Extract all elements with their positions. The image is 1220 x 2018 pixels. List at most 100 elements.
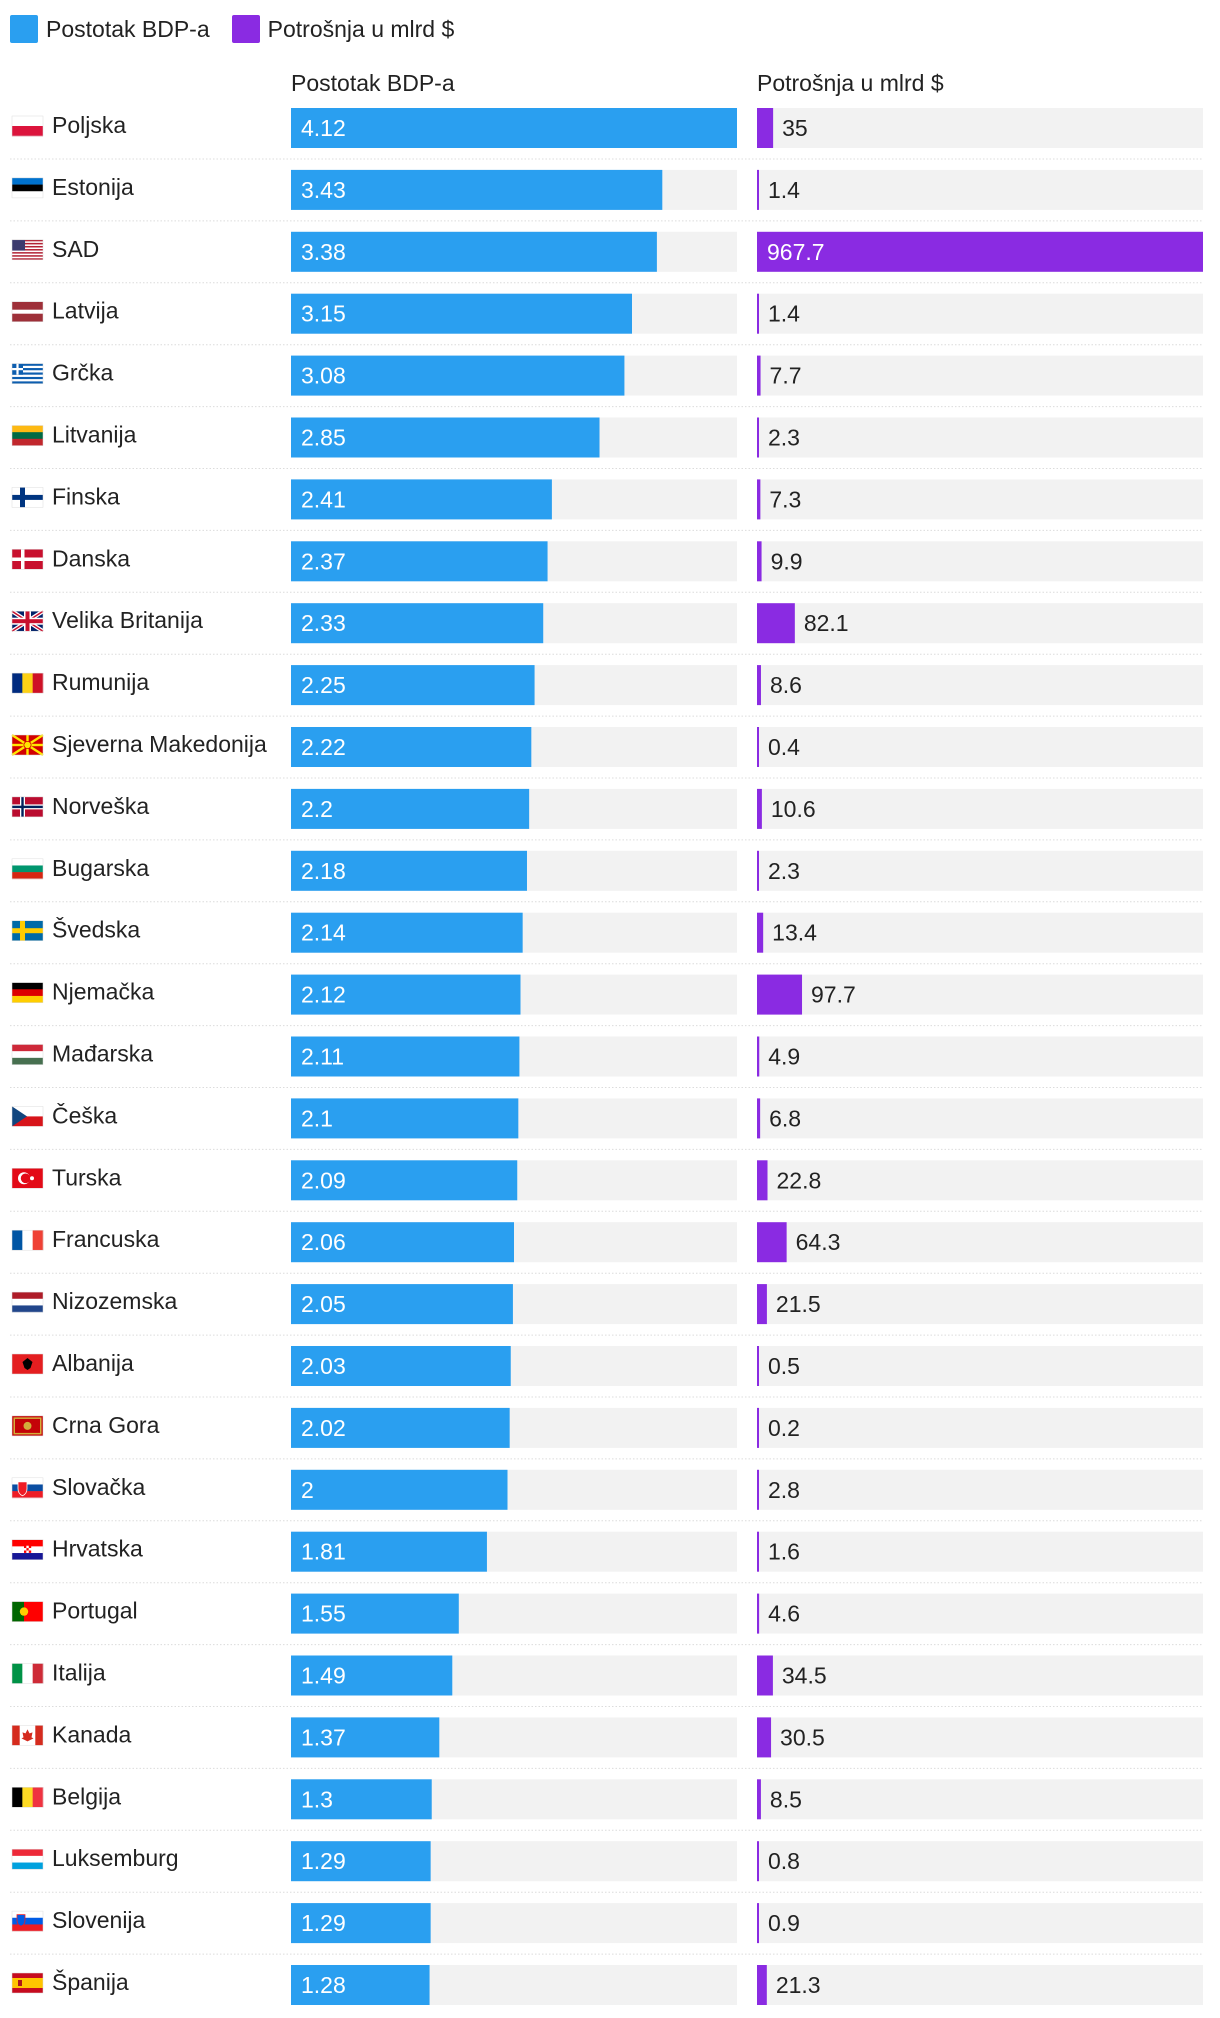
- flag-border: [11, 610, 44, 632]
- spending-bar: [757, 1531, 759, 1572]
- flag-part: [12, 995, 43, 1003]
- flag-part: [12, 982, 43, 990]
- flag-part: [35, 1725, 43, 1746]
- chart-row: Portugal 1.55 4.6: [10, 1593, 1203, 1646]
- spending-bar: [757, 1160, 768, 1201]
- it-flag-icon: [11, 1663, 44, 1684]
- chart-row: Francuska 2.06 64.3: [10, 1222, 1203, 1274]
- spending-bar: [757, 1036, 760, 1077]
- spending-value-label: 21.5: [776, 1291, 821, 1317]
- gdp-value-label: 2.06: [301, 1229, 346, 1255]
- de-flag-icon: [11, 982, 44, 1003]
- flag-part: [12, 1477, 43, 1485]
- spending-bar: [757, 1407, 759, 1448]
- gdp-value-label: 2.33: [301, 610, 346, 636]
- spending-bar: [757, 1655, 773, 1696]
- pt-flag-icon: [11, 1601, 44, 1622]
- spending-value-label: 22.8: [777, 1167, 822, 1193]
- gdp-bar: [291, 479, 552, 520]
- spending-value-label: 2.8: [768, 1477, 800, 1503]
- flag-part: [12, 1862, 43, 1870]
- gdp-value-label: 2.02: [301, 1415, 346, 1441]
- spending-value-label: 1.4: [768, 177, 800, 203]
- flag-border: [11, 1601, 44, 1622]
- chart-row: Albanija 2.03 0.5: [10, 1346, 1203, 1398]
- chart-row: Norveška 2.2 10.6: [10, 788, 1203, 841]
- country-label: Češka: [52, 1101, 117, 1128]
- flag-border: [11, 672, 44, 694]
- chart-row: Finska 2.41 7.3: [10, 479, 1203, 531]
- country-label: Njemačka: [52, 979, 154, 1005]
- country-label: Velika Britanija: [52, 607, 203, 633]
- flag-part: [17, 1481, 28, 1497]
- flag-part: [12, 928, 43, 934]
- gdp-value-label: 1.49: [301, 1663, 346, 1689]
- gdp-value-label: 1.3: [301, 1786, 333, 1812]
- spending-track: [757, 293, 1203, 334]
- gdp-value-label: 2.11: [301, 1044, 344, 1070]
- country-label: Slovačka: [52, 1474, 146, 1500]
- spending-value-label: 64.3: [796, 1229, 841, 1255]
- flag-border: [11, 1725, 44, 1746]
- column-header-spending: Potrošnja u mlrd $: [757, 70, 944, 96]
- flag-part: [12, 191, 43, 199]
- gdp-value-label: 2.03: [301, 1353, 346, 1379]
- lv-flag-icon: [11, 301, 44, 322]
- gdp-bar: [291, 293, 632, 334]
- flag-part: [12, 1298, 43, 1306]
- spending-value-label: 4.6: [768, 1601, 800, 1627]
- spending-bar: [757, 1222, 787, 1263]
- flag-part: [12, 805, 43, 809]
- flag-part: [12, 1725, 20, 1746]
- flag-part: [12, 250, 43, 253]
- flag-part: [12, 1663, 23, 1684]
- flag-part: [22, 1358, 33, 1370]
- spending-value-label: 2.3: [768, 425, 800, 451]
- spending-bar: [757, 1098, 761, 1139]
- flag-part: [12, 858, 43, 866]
- flag-border: [11, 982, 44, 1003]
- spending-track: [757, 912, 1203, 953]
- spending-track: [757, 1284, 1203, 1325]
- country-label: Litvanija: [52, 422, 137, 448]
- gdp-bar: [291, 541, 548, 582]
- chart-row: Sjeverna Makedonija 2.22 0.4: [10, 727, 1203, 779]
- spending-value-label: 8.6: [770, 672, 802, 698]
- gdp-bar: [291, 1036, 520, 1077]
- flag-part: [19, 1607, 29, 1616]
- spending-track: [757, 850, 1203, 891]
- spending-bar: [757, 912, 764, 953]
- gdp-value-label: 2.85: [301, 425, 346, 451]
- spending-track: [757, 1717, 1203, 1758]
- country-label: Portugal: [52, 1598, 138, 1624]
- spending-value-label: 21.3: [776, 1972, 821, 1998]
- country-label: Estonija: [52, 174, 134, 200]
- gdp-value-label: 3.38: [301, 239, 346, 265]
- flag-part: [12, 1106, 43, 1117]
- spending-bar: [757, 1346, 759, 1386]
- flag-part: [12, 365, 43, 369]
- flag-border: [11, 1539, 44, 1560]
- spending-value-label: 967.7: [767, 239, 825, 265]
- flag-part: [28, 1548, 32, 1551]
- flag-part: [12, 379, 43, 382]
- flag-part: [22, 1787, 33, 1808]
- spending-value-label: 4.9: [768, 1044, 800, 1070]
- flag-part: [22, 1230, 33, 1251]
- gdp-bar: [291, 355, 625, 396]
- fr-flag-icon: [11, 1229, 44, 1251]
- spending-value-label: 10.6: [771, 796, 816, 822]
- gdp-bar: [291, 1903, 431, 1944]
- country-label: Sjeverna Makedonija: [52, 731, 267, 757]
- flag-border: [11, 796, 44, 818]
- gdp-bar: [291, 1531, 487, 1572]
- flag-part: [12, 376, 43, 380]
- chart-row: Slovenija 1.29 0.9: [10, 1903, 1203, 1955]
- gdp-value-label: 1.55: [301, 1601, 346, 1627]
- chart-row: Belgija 1.3 8.5: [10, 1779, 1203, 1831]
- spending-track: [757, 1779, 1203, 1820]
- chart-row: Turska 2.09 22.8: [10, 1160, 1203, 1212]
- spending-bar: [757, 850, 759, 891]
- gdp-bar: [291, 1346, 511, 1386]
- us-flag-icon: [11, 239, 44, 261]
